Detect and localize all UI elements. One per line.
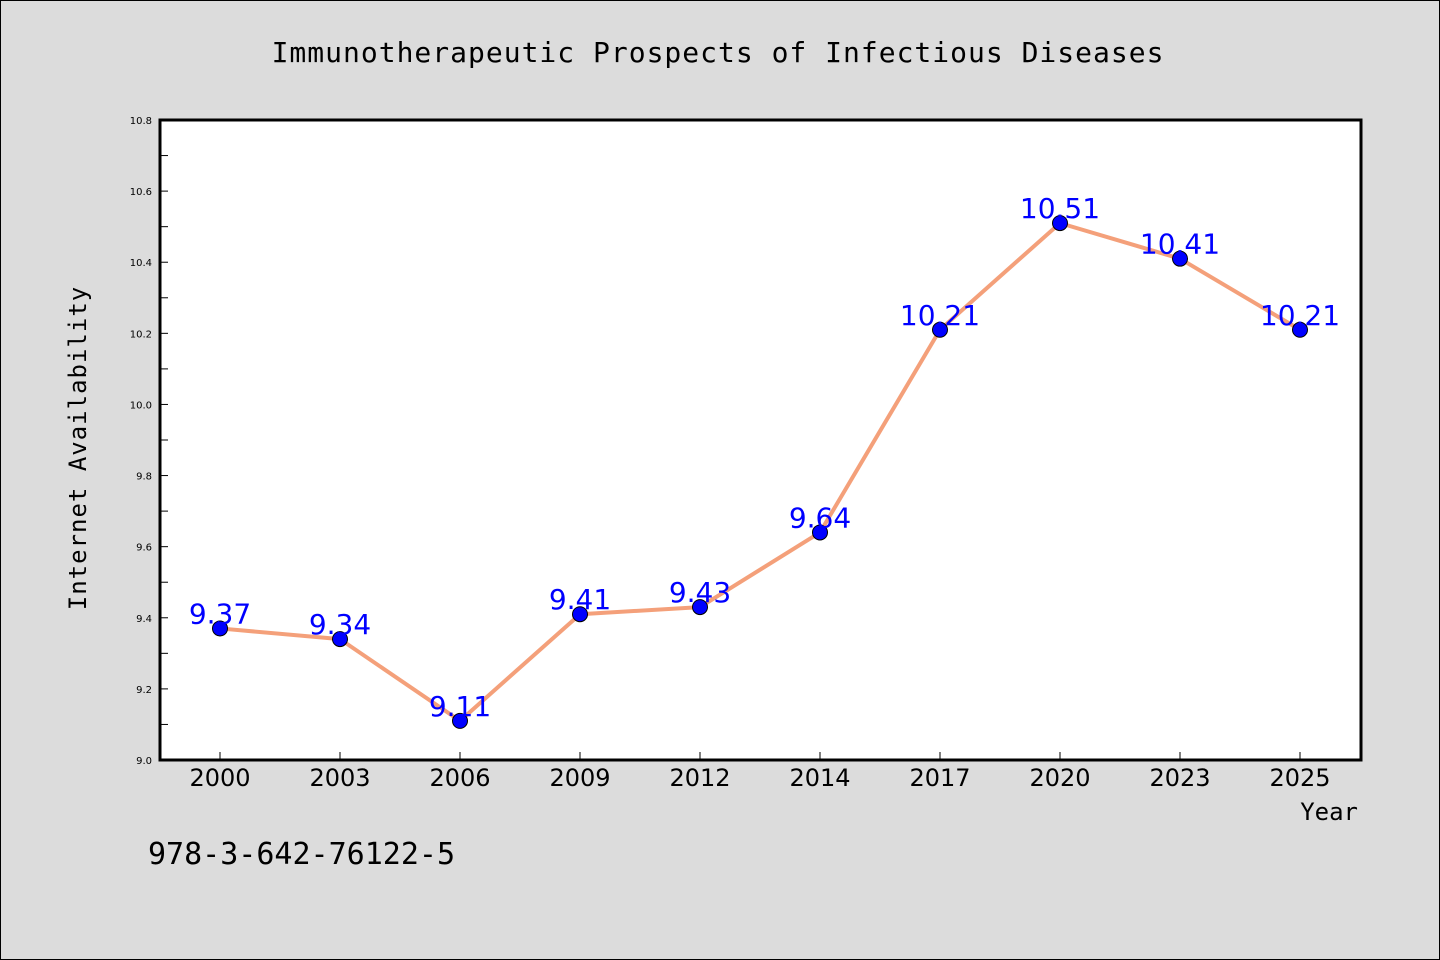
x-tick-label: 2023: [1149, 764, 1210, 792]
data-label: 9.34: [309, 608, 371, 641]
x-axis: 2000 2003 2006 2009 2012 2014 2017 2020 2023 2025: [189, 752, 1331, 792]
x-tick-label: 2020: [1029, 764, 1090, 792]
x-tick-label: 2000: [189, 764, 250, 792]
data-point: [572, 606, 588, 623]
y-tick-label: 10.0: [130, 400, 152, 411]
y-tick-label: 9.4: [136, 614, 152, 625]
x-tick-label: 2003: [309, 764, 370, 792]
y-tick-label: 9.6: [136, 543, 152, 554]
data-label: 9.41: [549, 583, 611, 616]
x-tick-label: 2017: [909, 764, 970, 792]
y-tick-label: 10.2: [130, 329, 152, 340]
x-tick-label: 2012: [669, 764, 730, 792]
y-tick-label: 10.4: [130, 258, 152, 269]
x-tick-label: 2006: [429, 764, 490, 792]
y-tick-label: 10.8: [130, 116, 152, 127]
data-label: 10.21: [900, 299, 980, 332]
data-point: [932, 321, 948, 338]
data-point: [812, 524, 828, 541]
data-point: [212, 620, 228, 637]
data-label: 9.37: [189, 597, 251, 630]
chart-title: Immunotherapeutic Prospects of Infectiou…: [272, 36, 1165, 69]
data-label: 10.41: [1140, 228, 1220, 261]
isbn-text: 978-3-642-76122-5: [148, 837, 455, 872]
data-point: [692, 599, 708, 616]
data-label: 9.11: [429, 690, 491, 723]
x-tick-label: 2014: [789, 764, 850, 792]
data-label: 9.64: [789, 501, 851, 534]
plot-area: [158, 118, 1363, 762]
data-label: 10.21: [1260, 299, 1340, 332]
data-point: [1052, 215, 1068, 232]
y-tick-label: 9.0: [136, 756, 152, 767]
data-label: 9.43: [669, 576, 731, 609]
y-axis: 9.0 9.2 9.4 9.6 9.8 10.0 10.2 10.4 10.6 10.8: [130, 116, 168, 767]
series-line: [219, 221, 1302, 723]
x-tick-label: 2025: [1269, 764, 1330, 792]
data-point: [1172, 250, 1188, 267]
x-tick-label: 2009: [549, 764, 610, 792]
data-point: [1292, 321, 1308, 338]
data-point: [332, 631, 348, 648]
y-tick-label: 9.2: [136, 685, 152, 696]
y-tick-label: 9.8: [136, 472, 152, 483]
y-axis-label: Internet Availability: [64, 286, 92, 610]
x-axis-label: Year: [1300, 798, 1358, 826]
data-label: 10.51: [1020, 192, 1100, 225]
data-point: [452, 712, 468, 729]
y-tick-label: 10.6: [130, 187, 152, 198]
series-group: 9.37 9.34 9.11 9.41 9.43 9.64 10.21 10.51 10.41 1…: [189, 192, 1340, 729]
